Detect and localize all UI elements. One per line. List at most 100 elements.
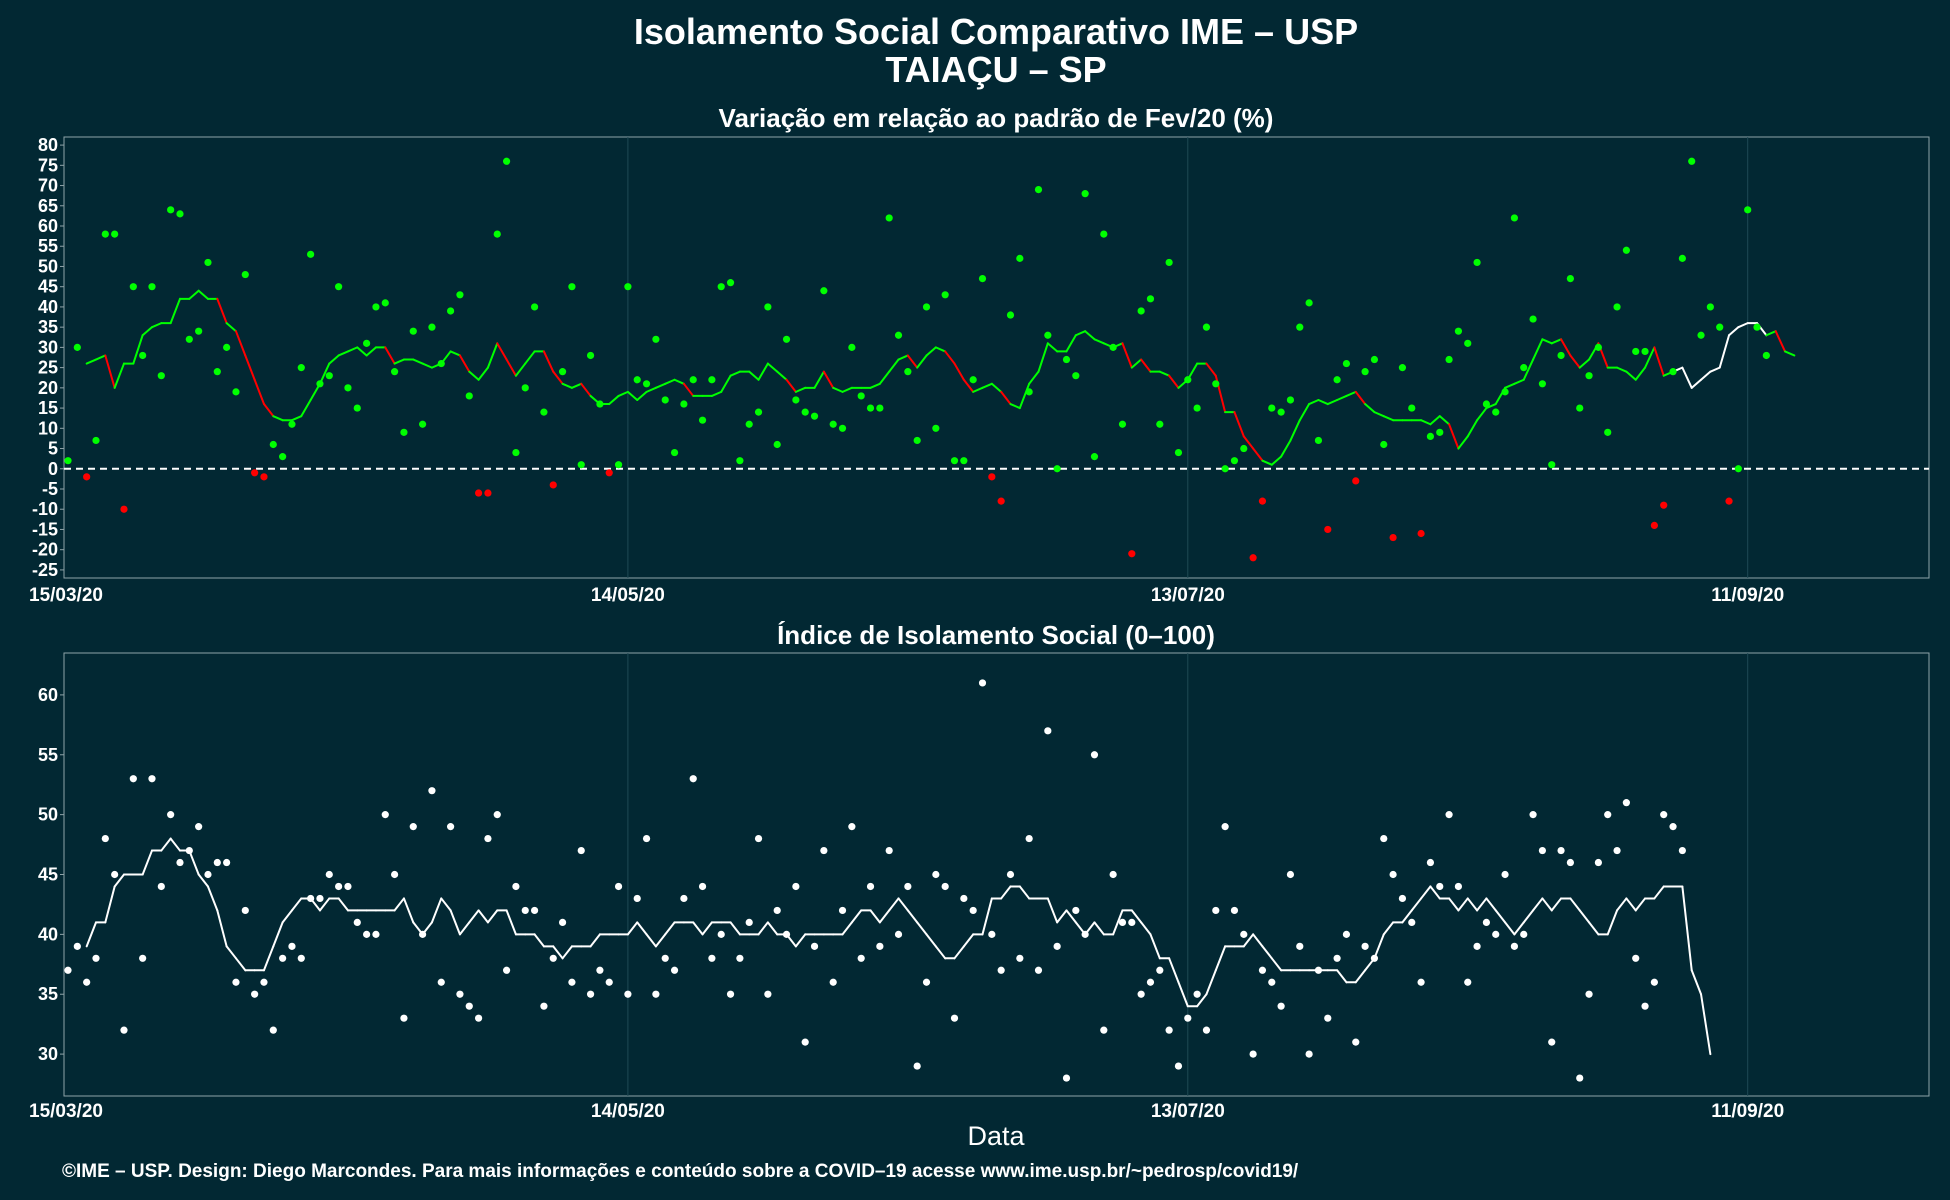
data-point xyxy=(1436,428,1444,436)
data-point xyxy=(1464,978,1472,986)
data-point xyxy=(1604,811,1612,819)
line-segment xyxy=(1541,338,1553,345)
data-point xyxy=(92,436,100,445)
data-point xyxy=(484,489,492,497)
data-point xyxy=(381,811,389,819)
line-segment xyxy=(1270,957,1283,972)
line-segment xyxy=(1700,370,1712,381)
data-point xyxy=(633,894,641,903)
line-segment xyxy=(617,390,629,397)
data-point xyxy=(1006,870,1015,879)
data-point xyxy=(353,404,361,412)
data-point xyxy=(1548,461,1556,469)
line-segment xyxy=(421,362,433,369)
data-point xyxy=(838,906,847,915)
data-point xyxy=(904,882,912,891)
data-point xyxy=(1296,323,1304,331)
line-segment xyxy=(878,370,891,385)
data-point xyxy=(764,303,772,311)
data-point xyxy=(792,882,800,891)
data-point xyxy=(391,368,399,376)
line-segment xyxy=(1774,330,1787,353)
data-point xyxy=(941,882,949,891)
line-segment xyxy=(1476,897,1488,912)
data-point xyxy=(344,882,352,891)
data-point xyxy=(465,392,473,400)
line-segment xyxy=(1018,382,1031,410)
line-segment xyxy=(897,354,909,361)
data-point xyxy=(493,811,501,819)
data-point xyxy=(316,894,324,903)
data-point xyxy=(446,823,455,831)
line-segment xyxy=(468,909,480,924)
data-point xyxy=(512,448,520,457)
data-point xyxy=(1146,295,1155,303)
panel1-title: Variação em relação ao padrão de Fev/20 … xyxy=(719,103,1274,133)
x-tick-label: 11/09/20 xyxy=(1711,585,1784,606)
line-segment xyxy=(1382,415,1395,422)
plot-frame xyxy=(63,136,1930,579)
line-segment xyxy=(1009,403,1021,410)
data-point xyxy=(1398,364,1407,372)
data-point xyxy=(1604,428,1612,436)
line-segment xyxy=(430,897,443,924)
line-segment xyxy=(832,386,844,393)
y-tick-label: 45 xyxy=(38,865,58,885)
data-point xyxy=(232,978,240,986)
footer-credit: ©IME – USP. Design: Diego Marcondes. Par… xyxy=(62,1161,1299,1182)
line-segment xyxy=(925,346,937,357)
line-segment xyxy=(841,921,853,936)
line-segment xyxy=(850,909,863,924)
line-segment xyxy=(1420,419,1432,426)
data-point xyxy=(1305,299,1313,307)
line-segment xyxy=(188,849,200,876)
data-point xyxy=(1016,254,1024,262)
line-segment xyxy=(1690,378,1703,389)
data-point xyxy=(922,978,931,986)
moving-average-line xyxy=(85,289,1796,466)
data-point xyxy=(680,894,688,903)
data-point xyxy=(269,1026,277,1034)
data-point xyxy=(624,990,632,998)
line-segment xyxy=(1280,439,1292,458)
data-point xyxy=(530,303,539,311)
data-point xyxy=(586,351,595,360)
line-segment xyxy=(1336,394,1348,401)
line-segment xyxy=(953,945,965,960)
line-segment xyxy=(916,354,928,369)
data-point xyxy=(148,775,156,783)
data-point xyxy=(596,966,604,974)
data-point xyxy=(1118,918,1127,926)
data-point xyxy=(101,834,109,843)
y-tick-label: 45 xyxy=(38,277,58,297)
x-tick-label: 15/03/20 xyxy=(29,585,103,606)
line-segment xyxy=(85,358,97,365)
line-segment xyxy=(402,897,415,924)
line-segment xyxy=(104,354,116,389)
data-point xyxy=(782,335,791,343)
x-tick-label: 14/05/20 xyxy=(591,1101,665,1122)
data-point xyxy=(1408,404,1416,412)
data-point xyxy=(1053,942,1061,950)
line-segment xyxy=(318,362,331,385)
data-point xyxy=(1436,882,1444,891)
data-point xyxy=(1268,404,1276,412)
data-point xyxy=(493,230,501,238)
line-segment xyxy=(1326,398,1339,406)
data-point xyxy=(1081,190,1089,198)
y-tick-label: 15 xyxy=(38,398,58,418)
data-point xyxy=(708,376,716,384)
line-segment xyxy=(552,370,564,385)
data-point xyxy=(1417,529,1425,538)
line-segment xyxy=(1168,957,1180,984)
data-point xyxy=(1510,214,1519,222)
line-segment xyxy=(776,370,788,381)
data-point xyxy=(101,230,109,238)
line-segment xyxy=(1485,403,1497,410)
line-segment xyxy=(216,297,228,325)
line-segment xyxy=(664,921,676,936)
line-segment xyxy=(1373,411,1385,418)
data-point xyxy=(941,291,949,299)
line-segment xyxy=(365,346,377,357)
line-segment xyxy=(346,346,359,353)
